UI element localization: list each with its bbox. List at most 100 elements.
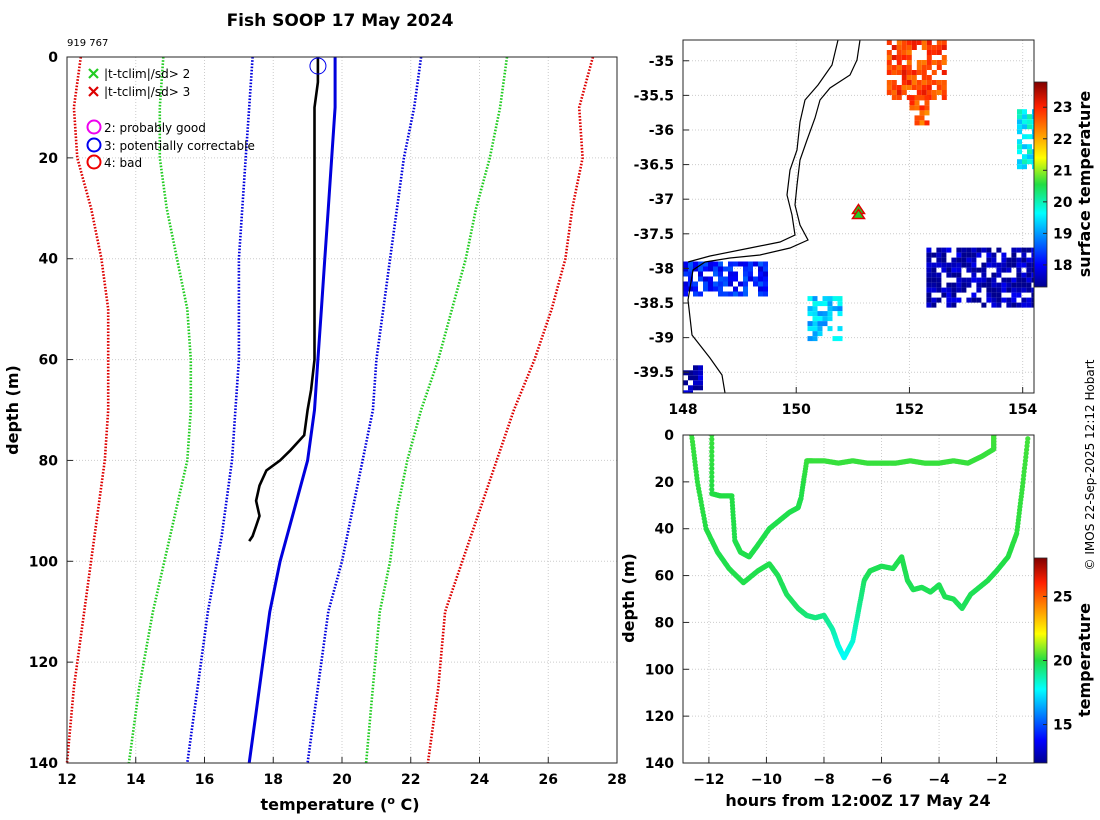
map-sst-cell <box>926 272 932 278</box>
profile-xtick-label: 18 <box>264 772 283 788</box>
map-sst-cell <box>886 55 892 60</box>
map-sst-cell <box>763 261 768 267</box>
map-sst-cell <box>956 277 962 283</box>
map-sst-cell <box>941 40 947 45</box>
map-sst-cell <box>911 40 917 45</box>
map-sst-cell <box>728 261 733 267</box>
map-sst-cell <box>758 281 763 287</box>
timeseries-point <box>709 478 715 484</box>
profile-ytick-label: 80 <box>39 453 59 469</box>
map-sst-cell <box>807 306 813 312</box>
map-sst-cell <box>1027 124 1032 130</box>
map-sst-cell <box>956 252 962 258</box>
map-sst-cell <box>743 266 748 272</box>
map-sst-cell <box>758 291 763 297</box>
map-sst-cell <box>906 65 912 70</box>
map-sst-cell <box>1001 297 1007 303</box>
map-sst-cell <box>763 276 768 282</box>
map-sst-cell <box>1011 287 1017 293</box>
map-sst-cell <box>1016 302 1022 308</box>
map-x-ticks: 148 150 152 154 <box>668 387 1038 418</box>
series-climatology-1sd <box>186 56 254 764</box>
map-sst-cell <box>911 70 917 75</box>
map-sst-cell <box>812 321 818 327</box>
map-sst-cell <box>986 287 992 293</box>
map-sst-cell <box>956 247 962 253</box>
map-sst-cell <box>1011 302 1017 308</box>
map-sst-cell <box>976 282 982 288</box>
map-sst-cell <box>991 262 997 268</box>
map-sst-cell <box>738 281 743 287</box>
map-sst-cell <box>683 261 688 267</box>
map-sst-cell <box>1022 134 1027 140</box>
map-sst-cell <box>991 257 997 263</box>
map-sst-patches <box>683 40 1034 393</box>
map-sst-cell <box>901 65 907 70</box>
map-sst-cell <box>817 301 823 307</box>
map-sst-cell <box>1001 257 1007 263</box>
map-sst-cell <box>901 85 907 90</box>
map-sst-cell <box>986 257 992 263</box>
map-sst-cell <box>693 291 698 297</box>
map-sst-cell <box>1021 297 1027 303</box>
map-sst-cell <box>906 55 912 60</box>
legend-label-flag2: 2: probably good <box>104 121 206 135</box>
map-sst-cell <box>698 271 703 277</box>
map-sst-cell <box>1016 277 1022 283</box>
map-sst-cell <box>976 252 982 258</box>
map-sst-cell <box>936 282 942 288</box>
series-climatology-2sd <box>127 56 193 764</box>
map-sst-cell <box>822 321 828 327</box>
profile-ytick-label: 0 <box>48 50 58 66</box>
map-sst-cell <box>718 291 723 297</box>
map-sst-cell <box>996 282 1002 288</box>
profile-y-ticks: 0 20 40 60 80 100 120 140 <box>29 50 73 772</box>
map-sst-cell <box>931 302 937 308</box>
map-sst-cell <box>956 257 962 263</box>
map-sst-cell <box>1032 109 1034 115</box>
map-sst-cell <box>891 90 897 95</box>
map-sst-cell <box>976 267 982 273</box>
map-sst-cell <box>743 271 748 277</box>
map-sst-cell <box>916 40 922 45</box>
map-sst-cell <box>936 252 942 258</box>
map-sst-cell <box>911 75 917 80</box>
map-sst-cell <box>961 287 967 293</box>
map-ytick-label: -37 <box>649 192 674 208</box>
map-sst-cell <box>1016 282 1022 288</box>
map-sst-cell <box>971 297 977 303</box>
map-sst-cell <box>991 292 997 298</box>
map-sst-cell <box>713 266 718 272</box>
map-sst-cell <box>971 267 977 273</box>
map-sst-cell <box>1022 164 1027 170</box>
map-sst-cell <box>718 261 723 267</box>
map-sst-cell <box>693 380 698 386</box>
map-sst-cell <box>931 262 937 268</box>
legend-circle-red-icon <box>86 154 102 170</box>
timeseries-xtick-label: −10 <box>751 772 782 788</box>
map-sst-cell <box>723 291 728 297</box>
map-sst-cell <box>718 266 723 272</box>
map-sst-cell <box>951 262 957 268</box>
series-climatology-1sd <box>306 56 423 764</box>
map-sst-cell <box>1011 257 1017 263</box>
map-sst-cell <box>976 277 982 283</box>
map-sst-cell <box>708 281 713 287</box>
map-sst-cell <box>926 40 932 45</box>
map-sst-cell <box>1001 252 1007 258</box>
map-sst-cell <box>1016 267 1022 273</box>
map-sst-cell <box>688 385 693 391</box>
map-sst-cell <box>753 261 758 267</box>
map-sst-cell <box>941 267 947 273</box>
map-sst-cell <box>981 272 987 278</box>
map-border-line <box>687 40 839 263</box>
map-sst-cell <box>807 336 813 342</box>
map-sst-cell <box>807 321 813 327</box>
map-sst-cell <box>698 261 703 267</box>
map-sst-cell <box>911 45 917 50</box>
map-sst-cell <box>996 292 1002 298</box>
map-sst-cell <box>1026 262 1032 268</box>
map-sst-cell <box>941 60 947 65</box>
map-sst-cell <box>936 277 942 283</box>
credit-label: © IMOS 22-Sep-2025 12:12 Hobart <box>1083 359 1097 570</box>
